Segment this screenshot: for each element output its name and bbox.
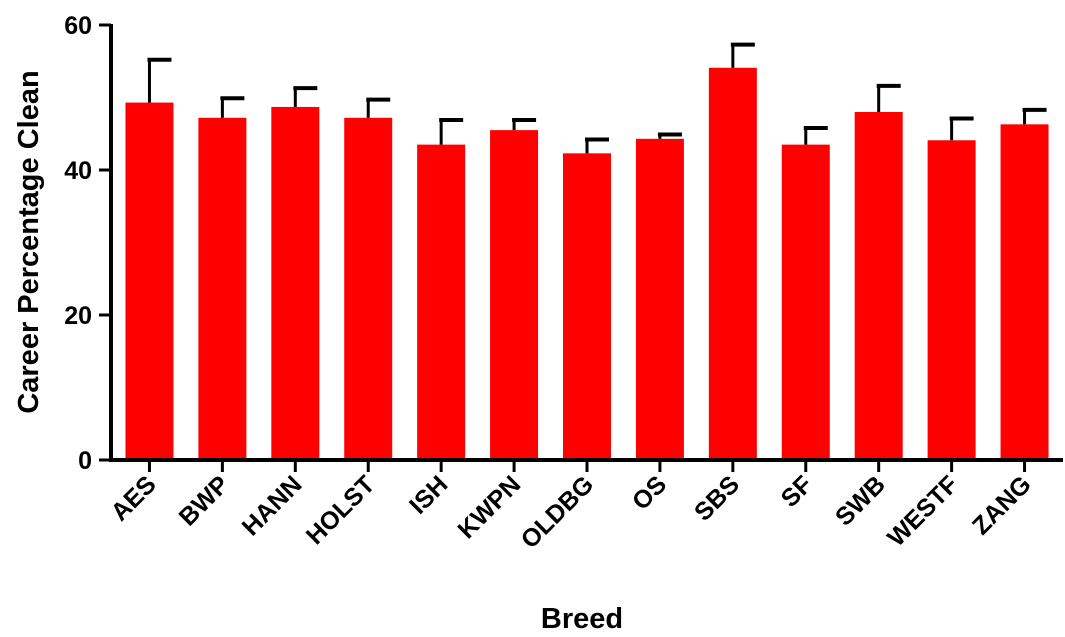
- bar-kwpn: [490, 130, 539, 460]
- x-tick-label: ISH: [404, 470, 453, 519]
- bar-holst: [344, 117, 393, 461]
- bar-swb: [854, 112, 903, 460]
- x-tick-label: WESTF: [882, 470, 964, 552]
- bar-zang: [1000, 124, 1049, 460]
- x-axis-title: Breed: [541, 603, 623, 635]
- bar-os: [635, 138, 684, 460]
- x-tick-label: HOLST: [301, 470, 381, 550]
- y-axis-title: Career Percentage Clean: [13, 70, 45, 413]
- x-tick-label: HANN: [237, 470, 308, 541]
- bar-aes: [125, 102, 174, 460]
- x-tick-label: OLDBG: [516, 470, 600, 554]
- x-tick-label: OS: [627, 470, 672, 515]
- x-tick-label: BWP: [174, 470, 235, 531]
- y-tick-label: 40: [64, 157, 92, 185]
- bar-hann: [271, 106, 320, 461]
- x-tick-label: ZANG: [967, 470, 1037, 540]
- bar-sbs: [708, 67, 757, 461]
- x-tick-label: SF: [776, 470, 818, 512]
- x-tick-label: KWPN: [453, 470, 527, 544]
- bar-bwp: [198, 117, 247, 461]
- y-ticks-group: 0 20 40 60: [64, 12, 111, 475]
- y-tick-label: 0: [78, 447, 92, 475]
- bar-ish: [417, 144, 466, 460]
- error-bars-group: [147, 42, 1047, 154]
- x-tick-label: SBS: [689, 470, 745, 526]
- bar-westf: [927, 140, 976, 460]
- y-tick-label: 60: [64, 12, 92, 40]
- x-tick-label: AES: [106, 470, 162, 526]
- bars-group: [125, 67, 1049, 461]
- bar-oldbg: [563, 153, 611, 460]
- bar-sf: [781, 144, 830, 460]
- y-tick-label: 20: [64, 302, 92, 330]
- x-tick-label: SWB: [830, 470, 891, 531]
